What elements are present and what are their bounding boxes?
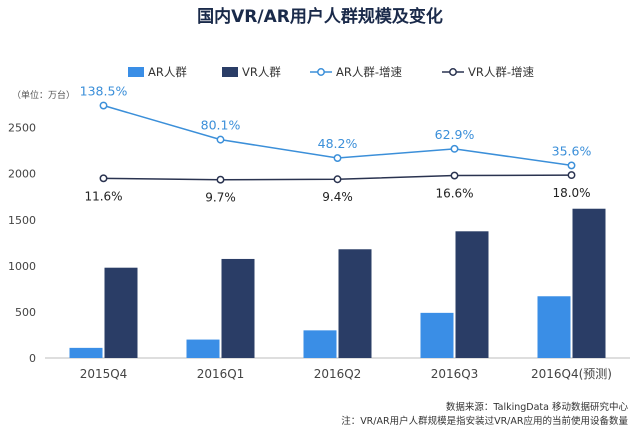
line-marker	[99, 101, 108, 110]
bar-ar	[420, 312, 454, 358]
y-tick-label: 1500	[8, 214, 36, 227]
bar-vr	[455, 231, 489, 358]
line-marker	[567, 161, 576, 170]
line-marker	[216, 135, 225, 144]
legend-marker	[449, 68, 457, 76]
data-label: 11.6%	[84, 189, 122, 203]
legend: AR人群 VR人群 AR人群-增速 VR人群-增速	[128, 65, 535, 79]
bar-ar	[186, 339, 220, 358]
line-marker	[450, 171, 459, 180]
y-tick-label: 500	[15, 306, 36, 319]
data-label: 62.9%	[435, 127, 475, 142]
legend-label: AR人群	[148, 65, 187, 79]
line-marker	[216, 175, 225, 184]
bar-vr	[572, 208, 606, 358]
data-labels: 138.5% 80.1% 48.2% 62.9% 35.6% 11.6% 9.7% 9.4% 1…	[80, 84, 592, 205]
data-label: 80.1%	[201, 118, 241, 133]
unit-label: （单位：万台）	[12, 89, 75, 101]
data-label: 48.2%	[318, 136, 358, 151]
chart-title: 国内VR/AR用户人群规模及变化	[197, 6, 443, 27]
bar-vr	[104, 267, 138, 358]
y-tick-label: 1000	[8, 260, 36, 273]
data-label: 16.6%	[435, 187, 473, 201]
line-marker	[333, 154, 342, 163]
line-marker	[333, 175, 342, 184]
data-label: 9.7%	[205, 191, 236, 205]
data-label: 35.6%	[552, 143, 592, 158]
x-tick-label: 2016Q4(预测)	[531, 367, 612, 381]
data-label: 138.5%	[80, 84, 128, 99]
legend-label: VR人群-增速	[468, 65, 535, 79]
bar-ar	[303, 330, 337, 358]
data-label: 9.4%	[322, 190, 353, 204]
note-text: 注：VR/AR用户人群规模是指安装过VR/AR应用的当前使用设备数量	[341, 415, 628, 427]
legend-label: AR人群-增速	[336, 65, 403, 79]
bars	[69, 208, 606, 358]
y-tick-label: 0	[29, 352, 36, 365]
bar-vr	[221, 258, 255, 358]
data-label: 18.0%	[552, 186, 590, 200]
legend-swatch	[222, 67, 238, 77]
y-axis: 0 500 1000 1500 2000 2500	[8, 122, 36, 365]
bar-ar	[537, 296, 571, 358]
y-tick-label: 2500	[8, 122, 36, 135]
legend-marker	[317, 68, 325, 76]
lines	[99, 101, 576, 184]
legend-swatch	[128, 67, 144, 77]
y-tick-label: 2000	[8, 168, 36, 181]
x-tick-label: 2016Q2	[314, 367, 362, 381]
source-text: 数据来源：TalkingData 移动数据研究中心	[446, 401, 629, 413]
legend-label: VR人群	[242, 65, 281, 79]
x-axis: 2015Q4 2016Q1 2016Q2 2016Q3 2016Q4(预测)	[45, 357, 630, 381]
line-marker	[450, 144, 459, 153]
x-tick-label: 2016Q1	[197, 367, 245, 381]
bar-vr	[338, 249, 372, 358]
bar-ar	[69, 347, 103, 358]
x-tick-label: 2016Q3	[431, 367, 479, 381]
line-marker	[99, 174, 108, 183]
line-marker	[567, 171, 576, 180]
x-tick-label: 2015Q4	[80, 367, 128, 381]
